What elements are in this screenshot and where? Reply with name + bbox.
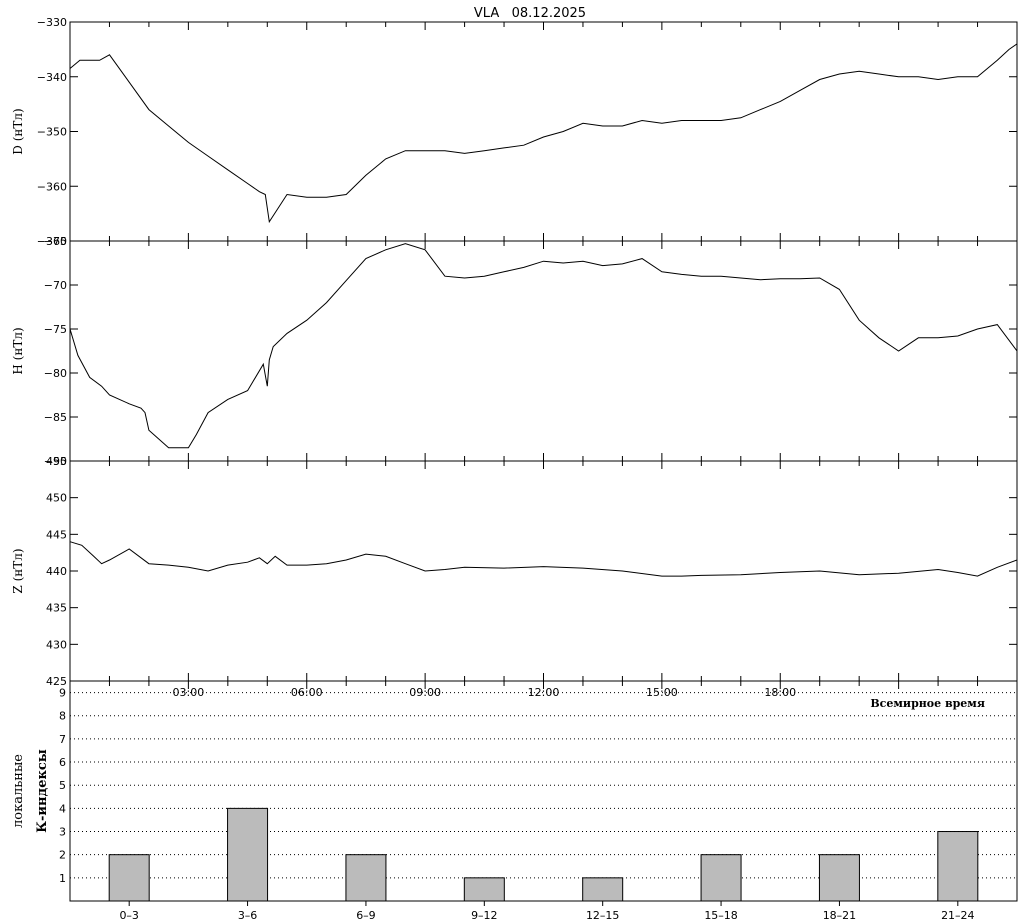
k-index-bar xyxy=(700,854,742,902)
y-tick-label: 5 xyxy=(59,779,66,792)
category-label: 21–24 xyxy=(941,909,975,921)
panel-1: −330 −340 −350 −360 −370 D (нТл) xyxy=(11,16,1018,248)
series-line xyxy=(69,43,1018,224)
y-tick-label: 440 xyxy=(46,565,67,578)
y-axis-label: D (нТл) xyxy=(11,108,25,154)
y-tick-label: −330 xyxy=(37,16,67,29)
y-tick-label: −80 xyxy=(44,367,67,380)
y-axis-label: H (нТл) xyxy=(11,327,25,374)
y-axis-label: Z (нТл) xyxy=(11,548,25,593)
y-tick-label: 425 xyxy=(46,675,67,688)
category-label: 18–21 xyxy=(823,909,857,921)
k-index-bar xyxy=(463,877,505,902)
y-tick-label: 9 xyxy=(59,687,66,700)
y-tick-label: 430 xyxy=(46,638,67,651)
y-tick-label: −360 xyxy=(37,180,67,193)
k-index-bar xyxy=(937,831,979,902)
y-tick-label: −340 xyxy=(37,71,67,84)
panel-2: −65 −70 −75 −80 −85 −90 H (нТл) xyxy=(11,235,1018,468)
y-tick-label: 3 xyxy=(59,826,66,839)
k-index-bar xyxy=(227,807,269,902)
panel-frame xyxy=(69,21,1018,242)
panel-frame xyxy=(69,240,1018,462)
time-tick-label: 15:00 xyxy=(646,686,678,699)
panel-frame xyxy=(69,680,1018,902)
y-tick-label: −65 xyxy=(44,235,67,248)
y-tick-label: −350 xyxy=(37,126,67,139)
y-tick-label: 450 xyxy=(46,492,67,505)
time-tick-label: 12:00 xyxy=(528,686,560,699)
series-line xyxy=(69,541,1018,577)
y-tick-label: 1 xyxy=(59,872,66,885)
category-label: 3–6 xyxy=(238,909,258,921)
x-axis-label: Всемирное время xyxy=(870,697,985,710)
y-tick-label: 455 xyxy=(46,455,67,468)
k-index-bar xyxy=(582,877,624,902)
k-index-panel: 1 2 3 4 5 6 7 8 9 03:00 06:00 09:00 12:00 15:00 18:00 В… xyxy=(11,680,1018,921)
time-tick-label: 03:00 xyxy=(173,686,205,699)
k-index-bar xyxy=(818,854,860,902)
panel-3: 455 450 445 440 435 430 425 Z (нТл) xyxy=(11,455,1018,688)
series-line xyxy=(69,243,1018,449)
y-tick-label: −90 xyxy=(44,455,67,468)
category-label: 12–15 xyxy=(586,909,620,921)
y-tick-label: 4 xyxy=(59,802,66,815)
y-tick-label: 6 xyxy=(59,756,66,769)
chart-title: VLA 08.12.2025 xyxy=(474,6,586,21)
y-tick-label: −75 xyxy=(44,323,67,336)
y-tick-label: −70 xyxy=(44,279,67,292)
y-tick-label: −85 xyxy=(44,411,67,424)
category-label: 0–3 xyxy=(119,909,139,921)
k-index-bar xyxy=(108,854,150,902)
y-tick-label: 2 xyxy=(59,849,66,862)
time-tick-label: 06:00 xyxy=(291,686,323,699)
y-tick-label: 435 xyxy=(46,602,67,615)
time-tick-label: 18:00 xyxy=(764,686,796,699)
category-label: 9–12 xyxy=(471,909,498,921)
panel-frame xyxy=(69,460,1018,682)
y-tick-label: 7 xyxy=(59,733,66,746)
category-label: 6–9 xyxy=(356,909,376,921)
y-tick-label: −370 xyxy=(37,235,67,248)
k-index-bar xyxy=(345,854,387,902)
category-label: 15–18 xyxy=(704,909,738,921)
y-tick-label: 8 xyxy=(59,710,66,723)
y-axis-label: К-индексы xyxy=(35,749,50,833)
y-tick-label: 445 xyxy=(46,528,67,541)
time-tick-label: 09:00 xyxy=(409,686,441,699)
y-axis-label: локальные xyxy=(11,754,26,828)
